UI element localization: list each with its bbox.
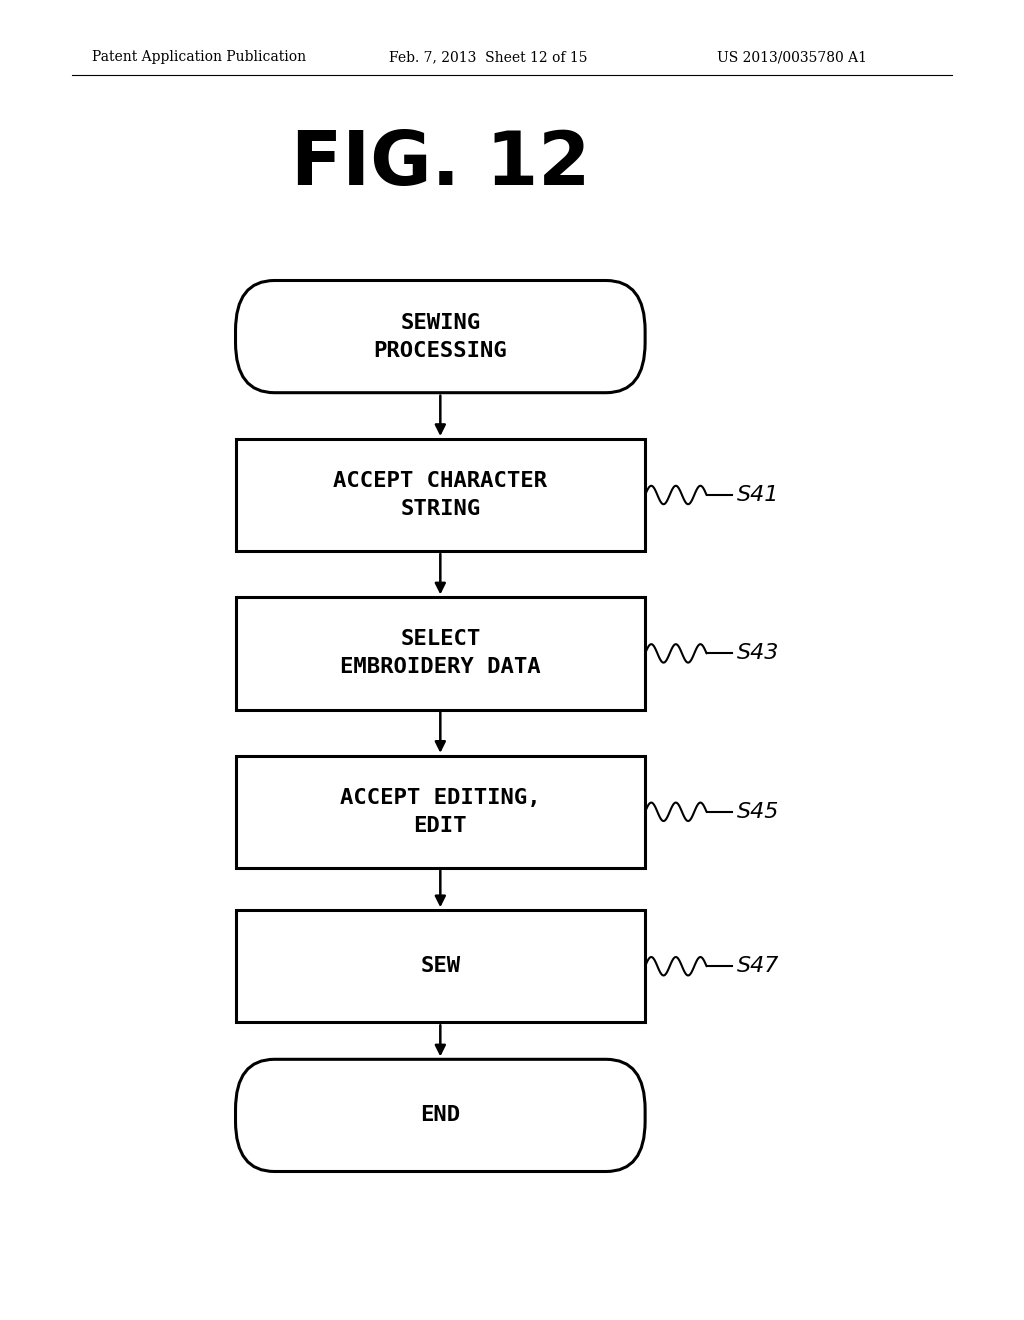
Text: SEWING
PROCESSING: SEWING PROCESSING bbox=[374, 313, 507, 360]
Bar bbox=[236, 597, 645, 710]
FancyBboxPatch shape bbox=[236, 1059, 645, 1172]
Text: FIG. 12: FIG. 12 bbox=[291, 128, 590, 202]
Bar bbox=[236, 911, 645, 1022]
Bar bbox=[236, 755, 645, 869]
FancyBboxPatch shape bbox=[236, 281, 645, 393]
Text: S43: S43 bbox=[737, 643, 779, 664]
Text: S41: S41 bbox=[737, 484, 779, 506]
Bar bbox=[236, 438, 645, 552]
Text: END: END bbox=[420, 1105, 461, 1126]
Text: ACCEPT EDITING,
EDIT: ACCEPT EDITING, EDIT bbox=[340, 788, 541, 836]
Text: SELECT
EMBROIDERY DATA: SELECT EMBROIDERY DATA bbox=[340, 630, 541, 677]
Text: Feb. 7, 2013  Sheet 12 of 15: Feb. 7, 2013 Sheet 12 of 15 bbox=[389, 50, 588, 65]
Text: Patent Application Publication: Patent Application Publication bbox=[92, 50, 306, 65]
Text: ACCEPT CHARACTER
STRING: ACCEPT CHARACTER STRING bbox=[334, 471, 547, 519]
Text: SEW: SEW bbox=[420, 956, 461, 977]
Text: S47: S47 bbox=[737, 956, 779, 977]
Text: US 2013/0035780 A1: US 2013/0035780 A1 bbox=[717, 50, 866, 65]
Text: S45: S45 bbox=[737, 801, 779, 822]
